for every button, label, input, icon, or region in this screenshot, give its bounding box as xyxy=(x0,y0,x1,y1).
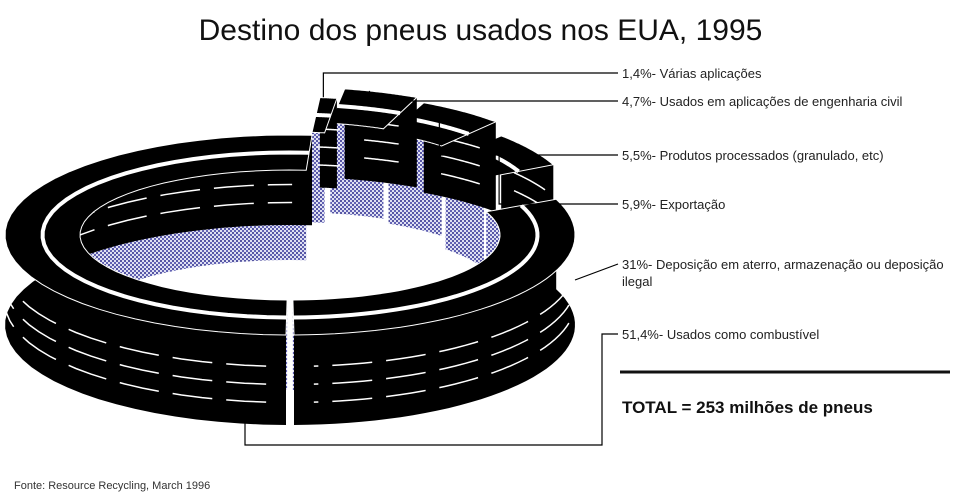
leader-line xyxy=(438,107,618,156)
segment-label: 51,4%- Usados como combustível xyxy=(622,327,820,342)
segment-label: 1,4%- Várias aplicações xyxy=(622,66,762,81)
category-label: - Exportação xyxy=(651,197,726,212)
category-label: - Usados como combustível xyxy=(658,327,820,342)
tread xyxy=(440,154,482,168)
tire-segment xyxy=(292,198,576,425)
top-face xyxy=(292,198,576,336)
chart-title: Destino dos pneus usados nos EUA, 1995 xyxy=(198,14,763,47)
top-face xyxy=(4,134,313,336)
category-label: - Produtos processados (granulado, etc) xyxy=(651,148,884,163)
top-ring xyxy=(315,112,331,118)
leader-line xyxy=(322,72,618,98)
tread xyxy=(4,201,293,403)
category-label: - Usados em aplicações de engenharia civ… xyxy=(651,94,903,109)
total-label: TOTAL = 253 milhões de pneus xyxy=(622,398,873,417)
tread xyxy=(4,165,293,367)
top-ring xyxy=(293,204,540,320)
tread xyxy=(313,272,576,403)
leader-line xyxy=(498,140,618,205)
tread xyxy=(364,139,399,145)
tire-segment xyxy=(311,97,340,223)
tread xyxy=(313,236,576,367)
segment-label: 5,9%- Exportação xyxy=(622,197,726,212)
tire-segment xyxy=(329,88,418,219)
tread xyxy=(4,183,293,385)
tread xyxy=(364,157,399,163)
segment-label: 5,5%- Produtos processados (granulado, e… xyxy=(622,148,884,163)
tread xyxy=(513,172,546,191)
source: Fonte: Resource Recycling, March 1996 xyxy=(14,480,211,492)
tire-segment xyxy=(4,134,313,425)
tread xyxy=(317,164,340,167)
tread xyxy=(317,146,340,149)
top-ring xyxy=(337,104,401,116)
leader-line xyxy=(574,263,619,281)
category-label: - Várias aplicações xyxy=(651,66,762,81)
tread xyxy=(313,254,576,385)
leader-line xyxy=(368,90,618,102)
segment-label: 4,7%- Usados em aplicações de engenharia… xyxy=(622,94,903,109)
tire-segment xyxy=(387,102,498,236)
top-ring xyxy=(40,150,310,320)
tread xyxy=(440,172,482,186)
category-label: - Deposição em aterro, armazenação ou de… xyxy=(622,257,944,289)
leader-line xyxy=(244,333,618,446)
segment-label: 31%- Deposição em aterro, armazenação ou… xyxy=(622,257,944,289)
